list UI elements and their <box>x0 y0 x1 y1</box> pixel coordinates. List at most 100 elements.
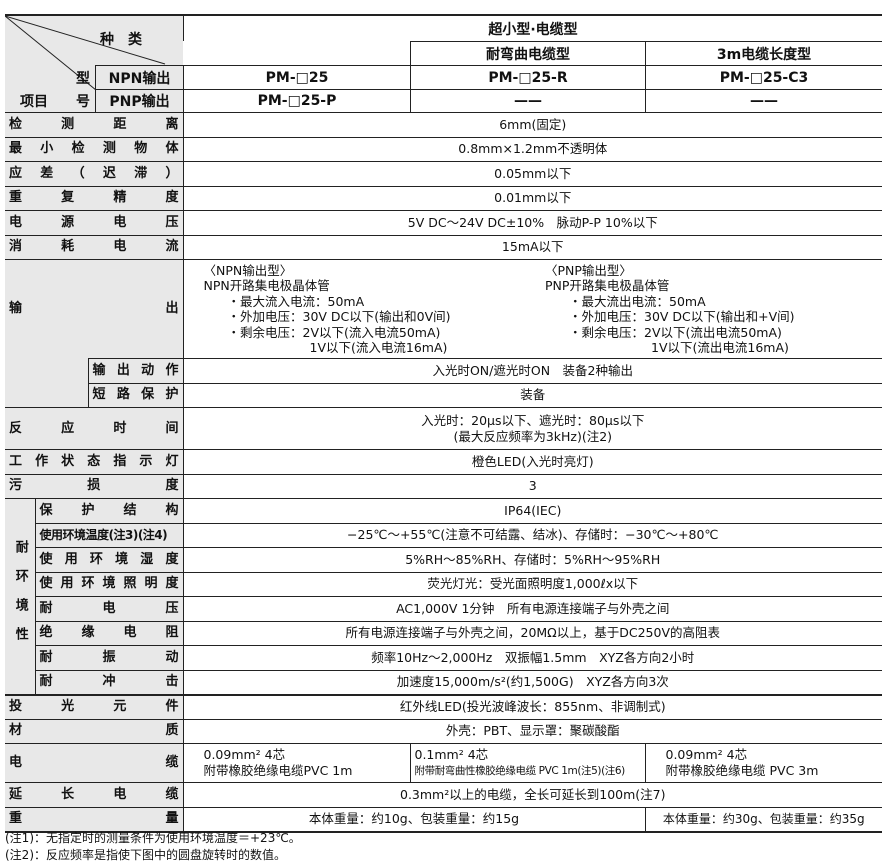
row-label: 绝缘电阻 <box>34 620 184 646</box>
model-pnp: —— <box>410 90 645 112</box>
cable-line: 附带橡胶绝缘电缆PVC 1m <box>203 763 353 778</box>
response-line: 入光时：20μs以下、遮光时：80μs以下 <box>421 412 645 428</box>
cable-line: 0.09mm² 4芯 <box>665 747 748 762</box>
table-row: 最小检测物体 0.8mm×1.2mm不透明体 <box>5 136 882 162</box>
table-row: 绝缘电阻 所有电源连接端子与外壳之间，20MΩ以上，基于DC250V的高阻表 <box>5 620 882 646</box>
row-label: 污损度 <box>5 473 184 499</box>
spacer <box>5 383 88 408</box>
model-label: 型 <box>76 70 90 87</box>
model-label: 号 <box>76 94 90 110</box>
footnotes: (注1)：无指定时的测量条件为使用环境温度＝+23℃。 (注2)：反应频率是指使… <box>5 830 301 864</box>
table-row: 工作状态指示灯 橙色LED(入光时亮灯) <box>5 449 882 475</box>
row-label: 检测距离 <box>5 112 184 138</box>
model-npn: PM-□25-C3 <box>645 65 882 90</box>
output-line: 〈PNP输出型〉 <box>545 262 632 278</box>
table-header: 种 类 项目 型 号 NPN输出 PNP输出 超小型·电缆型 耐弯曲电缆型 3m… <box>5 14 882 112</box>
table-row: 投光元件 红外线LED(投光波峰波长：855nm、非调制式) <box>5 693 882 720</box>
cable-line: 附带橡胶绝缘电缆 PVC 3m <box>665 763 819 778</box>
row-value: 本体重量：约10g、包装重量：约15g <box>182 806 645 833</box>
model-npn: PM-□25-R <box>410 65 645 90</box>
row-value: 0.01mm以下 <box>182 185 882 211</box>
output-line: 1V以下(流出电流16mA) <box>651 340 789 355</box>
output-pnp: 〈PNP输出型〉 PNP开路集电极晶体管 ・最大流出电流：50mA ・外加电压：30V… <box>545 259 795 359</box>
table-row: 耐电压 AC1,000V 1分钟 所有电源连接端子与外壳之间 <box>5 596 882 622</box>
row-label: 输出 <box>5 259 184 359</box>
model-pnp: PM-□25-P <box>183 90 410 112</box>
row-label: 重量 <box>5 806 184 833</box>
row-value: 外壳：PBT、显示罩：聚碳酸酯 <box>182 718 882 744</box>
spec-table: 检测距离 6mm(固定) 最小检测物体 0.8mm×1.2mm不透明体 应差（迟滞）… <box>5 112 882 833</box>
row-label: 耐振动 <box>34 645 184 671</box>
row-value: 荧光灯光：受光面照明度1,000ℓx以下 <box>182 571 882 597</box>
output-line: 〈NPN输出型〉 <box>203 262 293 278</box>
category: 超小型·电缆型 <box>183 16 882 41</box>
row-value: 频率10Hz～2,000Hz 双振幅1.5mm XYZ各方向2小时 <box>182 645 882 671</box>
row-value: −25℃～+55℃(注意不可结露、结冰)、存储时：−30℃～+80℃ <box>182 522 882 548</box>
row-value: 入光时：20μs以下、遮光时：80μs以下 (最大反应频率为3kHz)(注2) <box>182 407 882 450</box>
footnote: (注2)：反应频率是指使下图中的圆盘旋转时的数值。 <box>5 848 287 862</box>
row-label: 反应时间 <box>5 407 184 450</box>
output-line: ・最大流出电流：50mA <box>569 293 706 309</box>
table-row: 反应时间 入光时：20μs以下、遮光时：80μs以下 (最大反应频率为3kHz)(注… <box>5 407 882 450</box>
row-label: 投光元件 <box>5 693 184 720</box>
row-value: 15mA以下 <box>182 234 882 260</box>
output-line: ・外加电压：30V DC以下(输出和+V间) <box>569 309 795 324</box>
model-pnp: —— <box>645 90 882 112</box>
table-row: 污损度 3 <box>5 473 882 499</box>
row-value: 红外线LED(投光波峰波长：855nm、非调制式) <box>182 693 882 720</box>
row-value: 3 <box>182 473 882 499</box>
row-label: 工作状态指示灯 <box>5 449 184 475</box>
table-row: 延长电缆 0.3mm²以上的电缆，全长可延长到100m(注7) <box>5 782 882 808</box>
row-label: 耐电压 <box>34 596 184 622</box>
table-row: 电源电压 5V DC～24V DC±10% 脉动P-P 10%以下 <box>5 210 882 236</box>
cable-2: 0.1mm² 4芯 附带耐弯曲性橡胶绝缘电缆 PVC 1m(注5)(注6) <box>409 743 645 783</box>
row-label: 电源电压 <box>5 210 184 236</box>
row-value: 装备 <box>182 382 882 408</box>
table-row: 消耗电流 15mA以下 <box>5 234 882 260</box>
row-label: 消耗电流 <box>5 234 184 260</box>
row-label: 材质 <box>5 718 184 744</box>
table-row: 重量 本体重量：约10g、包装重量：约15g 本体重量：约30g、包装重量：约35g <box>5 806 882 833</box>
row-value: 0.3mm²以上的电缆，全长可延长到100m(注7) <box>182 782 882 808</box>
row-value: 5%RH～85%RH、存储时：5%RH～95%RH <box>182 547 882 573</box>
row-label: 输出动作 <box>87 358 184 384</box>
row-label: 保护结构 <box>34 498 184 524</box>
env-group-label: 耐环境性 <box>12 539 28 656</box>
row-value: 加速度15,000m/s²(约1,500G) XYZ各方向3次 <box>182 669 882 695</box>
row-value: 本体重量：约30g、包装重量：约35g <box>644 806 882 833</box>
kind-label: 种 类 <box>100 32 142 48</box>
row-value: 橙色LED(入光时亮灯) <box>182 449 882 475</box>
table-row: 耐振动 频率10Hz～2,000Hz 双振幅1.5mm XYZ各方向2小时 <box>5 645 882 671</box>
table-row: 材质 外壳：PBT、显示罩：聚碳酸酯 <box>5 718 882 744</box>
table-row: 使用环境照明度 荧光灯光：受光面照明度1,000ℓx以下 <box>5 571 882 597</box>
table-row: 使用环境湿度 5%RH～85%RH、存储时：5%RH～95%RH <box>5 547 882 573</box>
row-label: 延长电缆 <box>5 782 184 808</box>
row-label: 使用环境温度(注3)(注4) <box>34 522 184 548</box>
output-line: PNP开路集电极晶体管 <box>545 278 670 293</box>
table-row: 耐环境性 保护结构 IP64(IEC) <box>5 498 882 695</box>
output-line: ・最大流入电流：50mA <box>227 293 365 309</box>
cable-1: 0.09mm² 4芯 附带橡胶绝缘电缆PVC 1m <box>182 743 410 783</box>
pnp-label: PNP输出 <box>95 90 183 112</box>
table-row: 重复精度 0.01mm以下 <box>5 185 882 211</box>
table-row: 输出动作 入光时ON/遮光时ON 装备2种输出 <box>5 358 882 384</box>
table-row: 应差（迟滞） 0.05mm以下 <box>5 161 882 187</box>
row-label: 使用环境湿度 <box>34 547 184 573</box>
row-value: 0.05mm以下 <box>182 161 882 187</box>
row-label: 电缆 <box>5 743 184 783</box>
npn-label: NPN输出 <box>95 65 183 90</box>
row-value: AC1,000V 1分钟 所有电源连接端子与外壳之间 <box>182 596 882 622</box>
row-value: IP64(IEC) <box>182 498 882 524</box>
row-value: 入光时ON/遮光时ON 装备2种输出 <box>182 358 882 384</box>
row-value: 所有电源连接端子与外壳之间，20MΩ以上，基于DC250V的高阻表 <box>182 620 882 646</box>
cable-line: 0.09mm² 4芯 <box>203 747 286 762</box>
row-label: 短路保护 <box>87 382 184 408</box>
row-label: 重复精度 <box>5 185 184 211</box>
cable-line: 0.1mm² 4芯 <box>414 747 489 762</box>
row-label: 最小检测物体 <box>5 136 184 162</box>
model-npn: PM-□25 <box>183 65 410 90</box>
output-line: NPN开路集电极晶体管 <box>203 278 330 293</box>
env-group-cell: 耐环境性 <box>5 498 35 695</box>
row-label: 耐冲击 <box>34 669 184 695</box>
footnote: (注1)：无指定时的测量条件为使用环境温度＝+23℃。 <box>5 831 301 845</box>
